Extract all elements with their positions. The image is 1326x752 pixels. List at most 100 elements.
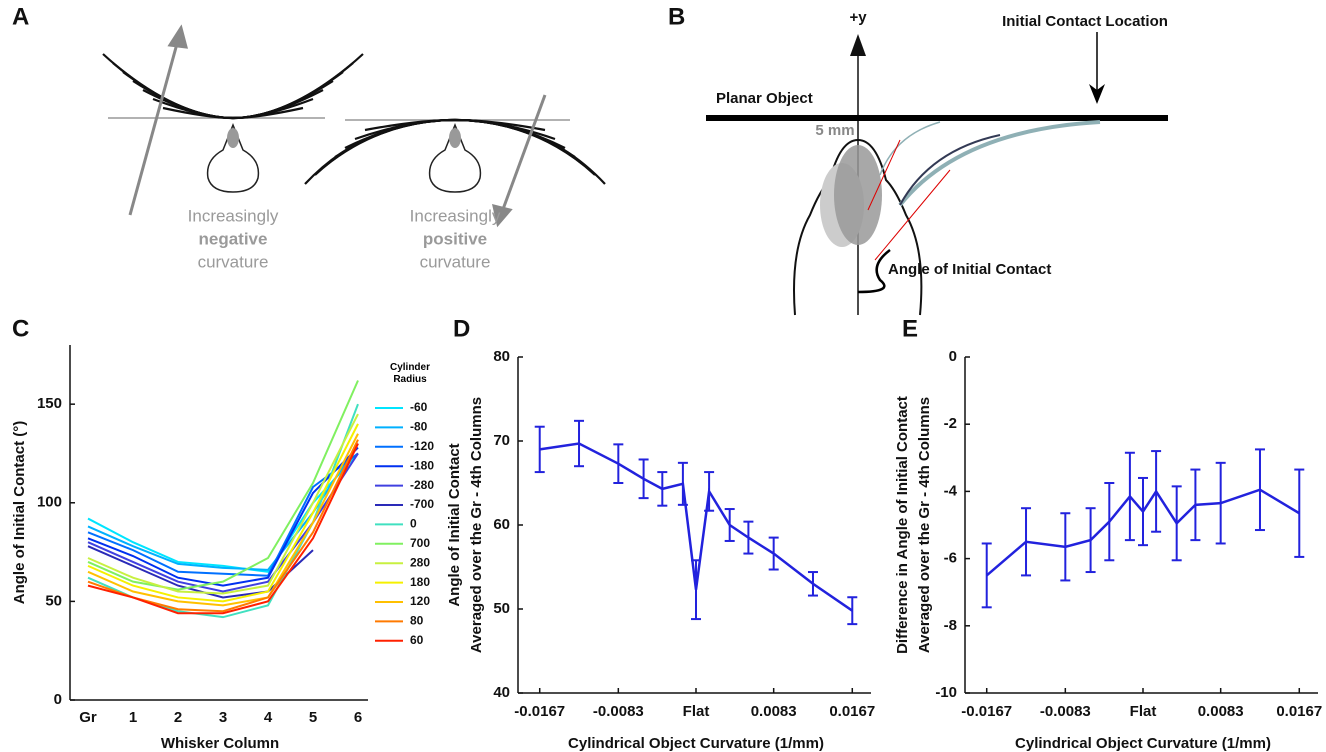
- x-tick-label: 0.0083: [751, 703, 797, 720]
- y-tick-label: 50: [45, 592, 62, 609]
- panel-letter: B: [668, 3, 685, 30]
- x-tick-label: 5: [309, 709, 317, 726]
- error-bar: [1124, 451, 1135, 542]
- error-bar: [743, 520, 754, 555]
- panel-letter: C: [12, 315, 29, 342]
- y-tick-label: 50: [493, 600, 510, 617]
- series-line: [87, 443, 359, 615]
- legend-label: -60: [410, 400, 428, 414]
- legend-label: 0: [410, 517, 417, 531]
- x-axis-label: Whisker Column: [161, 735, 279, 752]
- y-tick-label: 0: [54, 691, 62, 708]
- x-tick-label: 1: [129, 709, 137, 726]
- error-bar: [1151, 450, 1162, 533]
- legend-label: -180: [410, 458, 434, 472]
- series-line: [87, 413, 359, 595]
- series-line: [87, 446, 359, 587]
- caption: negative: [199, 229, 268, 248]
- whisker: [899, 134, 1001, 206]
- whisker: [454, 118, 606, 185]
- series-line: [87, 443, 359, 571]
- x-tick-label: Flat: [683, 703, 710, 720]
- y-tick-label: -4: [944, 482, 958, 499]
- legend-label: 180: [410, 575, 430, 589]
- x-tick-label: 0.0083: [1198, 703, 1244, 720]
- error-bar: [677, 461, 688, 506]
- rat-head: [449, 128, 461, 148]
- y-tick-label: -6: [944, 550, 957, 567]
- x-tick-label: Flat: [1130, 703, 1157, 720]
- whisker-diagram: [102, 53, 606, 185]
- x-tick-label: 4: [264, 709, 273, 726]
- distance-label: 5 mm: [815, 122, 854, 139]
- x-tick-label: 6: [354, 709, 362, 726]
- y-axis-label: Angle of Initial Contact (°): [11, 421, 28, 605]
- whisker: [304, 118, 456, 185]
- panel-letter: D: [453, 315, 470, 342]
- error-bar: [1060, 512, 1071, 582]
- error-bar: [1138, 476, 1148, 547]
- y-tick-label: 70: [493, 432, 510, 449]
- legend-label: -120: [410, 439, 434, 453]
- whisker: [879, 121, 941, 176]
- panel-letter: A: [12, 3, 29, 30]
- error-bar: [847, 596, 858, 626]
- legend-title: Cylinder Radius: [389, 362, 430, 385]
- caption: Increasingly: [410, 206, 501, 225]
- y-axis-label: Angle of Initial Contact: [446, 443, 463, 606]
- arrow: [128, 24, 547, 228]
- arrow-head: [850, 34, 866, 56]
- legend-label: -700: [410, 497, 434, 511]
- contact-label: Initial Contact Location: [1002, 13, 1168, 30]
- x-tick-label: -0.0167: [961, 703, 1012, 720]
- x-tick-label: -0.0083: [593, 703, 644, 720]
- series-line: [87, 423, 359, 603]
- legend-label: -280: [410, 478, 434, 492]
- x-tick-label: -0.0083: [1040, 703, 1091, 720]
- series-line: [87, 452, 359, 577]
- error-bar: [768, 536, 779, 571]
- y-tick-label: 0: [949, 348, 957, 365]
- error-bar: [638, 458, 649, 500]
- rat-outline: [793, 138, 923, 316]
- legend-label: 60: [410, 633, 424, 647]
- x-axis-label: Cylindrical Object Curvature (1/mm): [568, 735, 824, 752]
- whisker: [898, 120, 1101, 207]
- y-axis-label: Averaged over the Gr - 4th Columns: [468, 397, 485, 653]
- caption: positive: [423, 229, 487, 248]
- error-bar: [613, 443, 624, 484]
- legend-label: -80: [410, 420, 428, 434]
- legend-label: 280: [410, 555, 430, 569]
- error-bar: [1190, 468, 1201, 542]
- axis-name: +y: [849, 9, 867, 26]
- y-tick-label: 80: [493, 348, 510, 365]
- x-axis-label: Cylindrical Object Curvature (1/mm): [1015, 735, 1271, 752]
- y-tick-label: -10: [935, 684, 957, 701]
- error-bar: [1215, 461, 1226, 545]
- legend-label: 700: [410, 536, 430, 550]
- error-bar: [534, 425, 545, 474]
- tangent: [867, 139, 901, 211]
- y-tick-label: 60: [493, 516, 510, 533]
- caption: Increasingly: [188, 206, 279, 225]
- y-tick-label: -8: [944, 617, 957, 634]
- error-bar: [724, 508, 735, 542]
- legend-label: 120: [410, 594, 430, 608]
- series-line: [87, 380, 359, 591]
- tangent: [874, 169, 951, 261]
- whisker: [102, 53, 234, 120]
- series-line: [87, 433, 359, 607]
- x-tick-label: 0.0167: [1276, 703, 1322, 720]
- error-bar: [574, 419, 585, 468]
- y-axis-label: Difference in Angle of Initial Contact: [894, 396, 911, 654]
- y-tick-label: 100: [37, 494, 62, 511]
- y-tick-label: 40: [493, 684, 510, 701]
- object-label: Planar Object: [716, 90, 813, 107]
- error-bar: [981, 542, 992, 609]
- panel-letter: E: [902, 315, 918, 342]
- error-bar: [657, 471, 668, 507]
- error-bar: [1021, 507, 1032, 577]
- caption: curvature: [198, 252, 269, 271]
